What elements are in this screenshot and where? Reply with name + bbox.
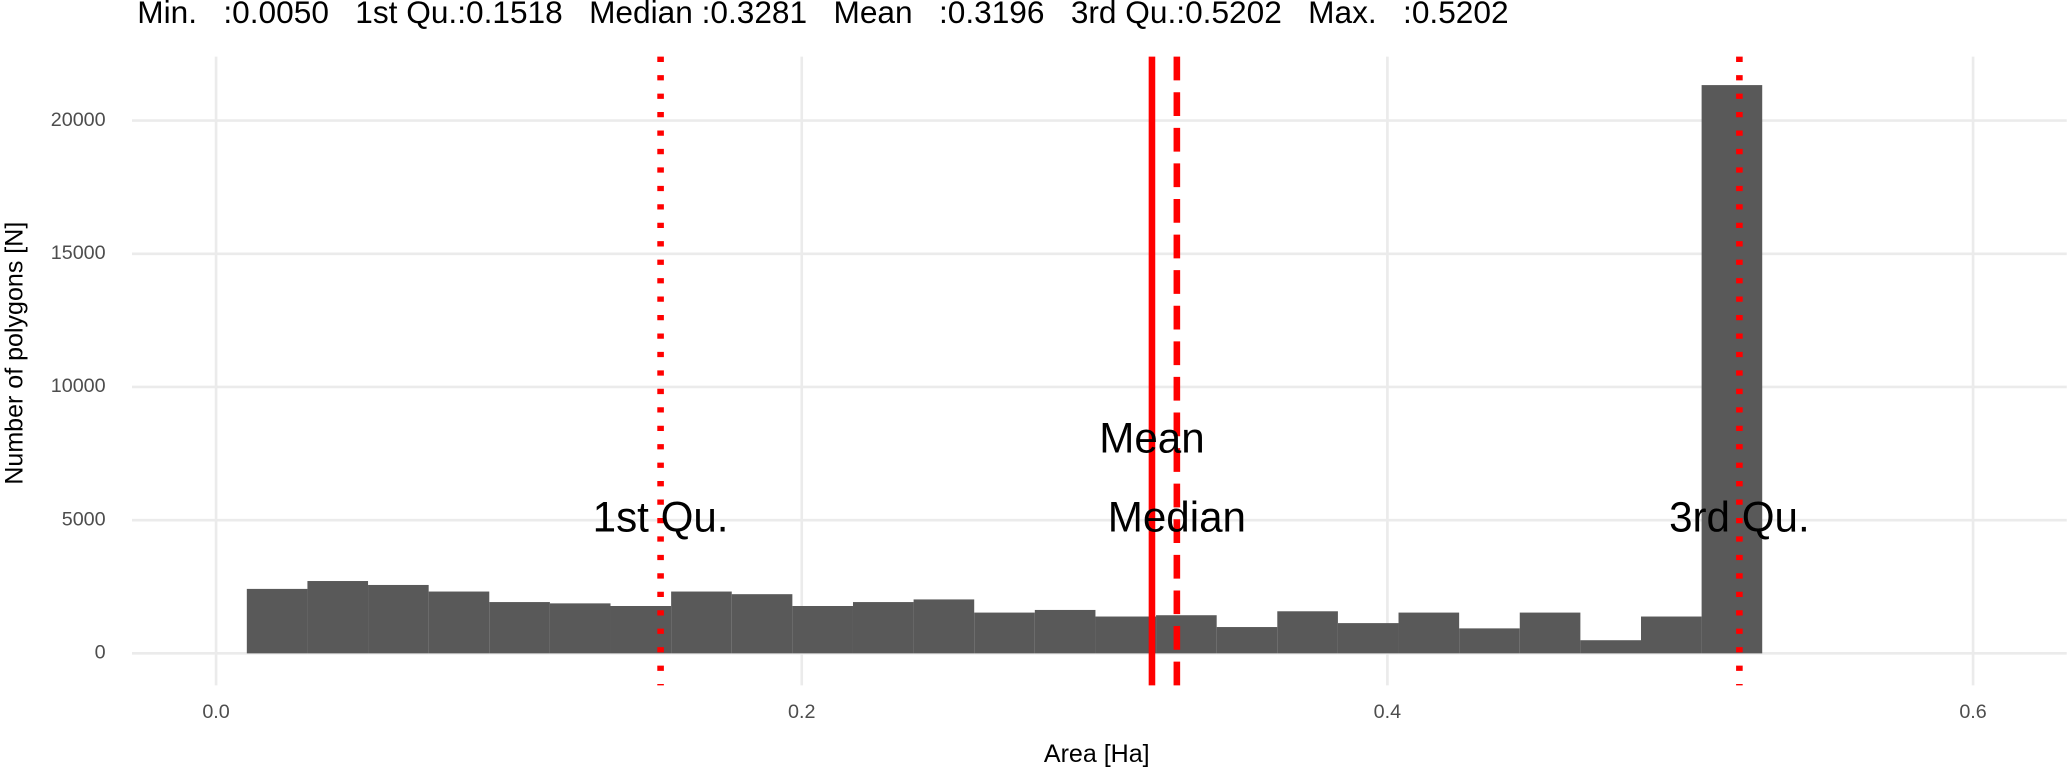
y-axis-title: Number of polygons [N] [1, 222, 29, 485]
bar [549, 603, 611, 654]
bar [671, 591, 732, 654]
bar [913, 599, 975, 654]
bar [1640, 616, 1702, 654]
bar [1519, 612, 1581, 654]
x-tick-label: 0.4 [1374, 701, 1401, 723]
x-tick-label: 0.0 [202, 701, 229, 723]
bar [792, 606, 853, 654]
bar [1216, 627, 1278, 654]
reference-label: 1st Qu. [593, 493, 729, 540]
x-axis-title: Area [Ha] [1044, 740, 1150, 768]
bar [246, 588, 308, 654]
bar [1701, 85, 1763, 654]
bar [307, 581, 369, 654]
bar [1095, 616, 1157, 654]
bar [489, 602, 550, 654]
bar [852, 602, 914, 654]
bar [1580, 640, 1641, 654]
bar [1337, 623, 1399, 654]
y-tick-label: 10000 [51, 375, 106, 397]
x-tick-label: 0.6 [1959, 701, 1986, 723]
bar [1277, 611, 1338, 654]
summary-subtitle: Min. :0.0050 1st Qu.:0.1518 Median :0.32… [137, 0, 1508, 30]
reference-label: Median [1108, 493, 1246, 540]
y-tick-label: 5000 [62, 508, 106, 530]
bar [1459, 628, 1520, 654]
reference-label: Mean [1099, 415, 1204, 462]
bar [368, 584, 429, 654]
bar [1156, 615, 1217, 654]
bar [1034, 609, 1096, 654]
bar [731, 594, 793, 654]
reference-label: 3rd Qu. [1669, 493, 1810, 540]
x-tick-label: 0.2 [788, 701, 815, 723]
bar [1398, 612, 1460, 654]
y-tick-label: 20000 [51, 109, 106, 131]
y-tick-label: 0 [95, 642, 106, 664]
bar [974, 612, 1035, 654]
y-tick-label: 15000 [51, 242, 106, 264]
bar [428, 591, 490, 654]
